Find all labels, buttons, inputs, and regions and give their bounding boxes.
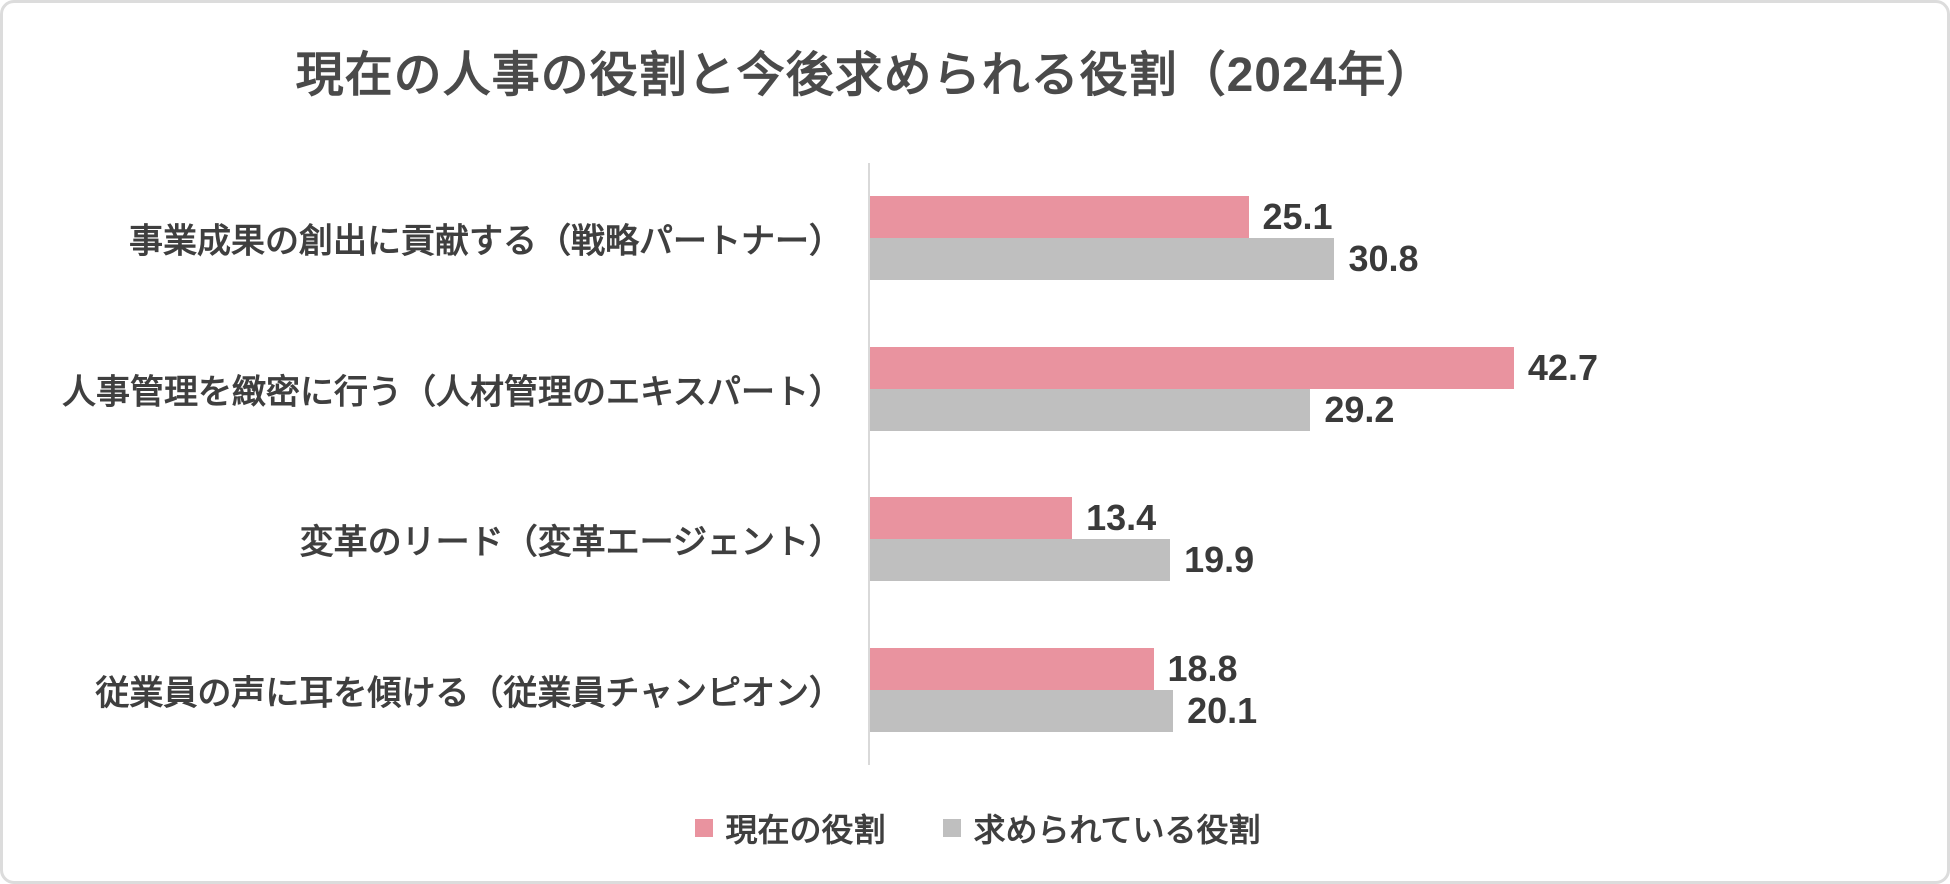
category-label: 事業成果の創出に貢献する（戦略パートナー） <box>129 222 843 261</box>
bar-line: 29.2 <box>870 388 1598 431</box>
bar-line: 25.1 <box>870 196 1419 238</box>
bar-current-role <box>870 497 1073 539</box>
value-label: 30.8 <box>1348 238 1419 279</box>
category-row: 人事管理を緻密に行う（人材管理のエキスパート） 42.7 29.2 <box>3 314 1947 464</box>
value-label: 18.8 <box>1167 647 1238 689</box>
bar-current-role <box>870 647 1154 690</box>
bar-line: 42.7 <box>870 346 1598 389</box>
legend: 現在の役割 求められている役割 <box>3 801 1947 855</box>
bar-required-role <box>870 388 1311 431</box>
chart-title: 現在の人事の役割と今後求められる役割（2024年） <box>295 49 1436 102</box>
bar-required-role <box>870 539 1171 581</box>
legend-item-current-role: 現在の役割 <box>695 805 885 851</box>
category-row: 事業成果の創出に貢献する（戦略パートナー） 25.1 30.8 <box>3 163 1947 313</box>
bar-group: 13.4 19.9 <box>870 497 1254 581</box>
legend-item-required-role: 求められている役割 <box>943 805 1261 851</box>
category-label: 従業員の声に耳を傾ける（従業員チャンピオン） <box>95 674 843 712</box>
bar-group: 18.8 20.1 <box>870 647 1258 732</box>
bar-line: 18.8 <box>870 647 1257 690</box>
category-label: 変革のリード（変革エージェント） <box>299 523 843 562</box>
bar-line: 19.9 <box>870 539 1254 581</box>
bar-line: 13.4 <box>870 497 1254 539</box>
bar-line: 20.1 <box>870 689 1258 732</box>
value-label: 13.4 <box>1086 497 1157 538</box>
legend-label: 現在の役割 <box>725 812 886 848</box>
plot-area: 事業成果の創出に貢献する（戦略パートナー） 25.1 30.8 人事管理を緻密に行う（… <box>3 163 1947 765</box>
value-label: 29.2 <box>1324 388 1395 430</box>
bar-line: 30.8 <box>870 238 1419 280</box>
bar-current-role <box>870 196 1249 238</box>
bar-group: 25.1 30.8 <box>870 196 1419 280</box>
legend-label: 求められている役割 <box>973 812 1261 848</box>
value-label: 19.9 <box>1184 539 1255 580</box>
y-axis-line <box>868 163 870 765</box>
bar-required-role <box>870 238 1335 280</box>
value-label: 20.1 <box>1187 689 1258 731</box>
legend-swatch-icon <box>943 819 962 837</box>
bar-required-role <box>870 689 1174 732</box>
value-label: 42.7 <box>1527 346 1598 388</box>
category-label: 人事管理を緻密に行う（人材管理のエキスパート） <box>62 373 843 411</box>
legend-swatch-icon <box>695 819 714 837</box>
bar-group: 42.7 29.2 <box>870 346 1598 431</box>
value-label: 25.1 <box>1262 196 1333 237</box>
category-row: 変革のリード（変革エージェント） 13.4 19.9 <box>3 464 1947 614</box>
category-row: 従業員の声に耳を傾ける（従業員チャンピオン） 18.8 20.1 <box>3 615 1947 765</box>
bar-current-role <box>870 346 1514 389</box>
